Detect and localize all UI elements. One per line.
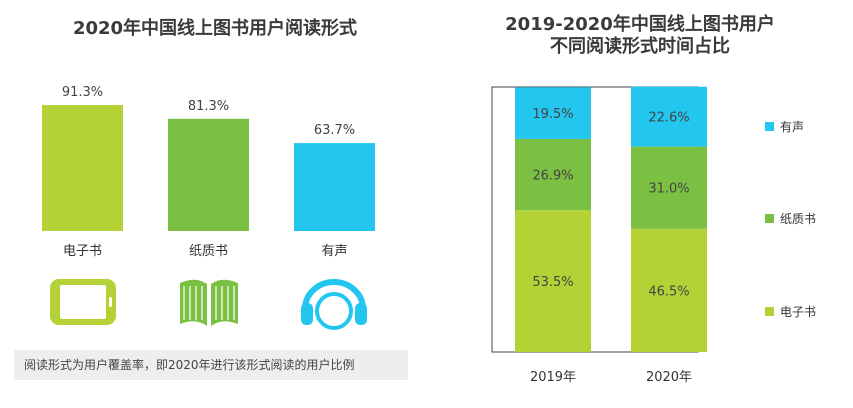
- segment-电子书-1: [515, 210, 591, 352]
- legend-swatch-1: [765, 122, 774, 131]
- headphones-ring: [315, 292, 353, 330]
- category-label-3: 有声: [321, 244, 347, 259]
- bar-value-label-3: 63.7%: [314, 123, 355, 138]
- coverage-bar-chart: 91.3% 电子书 81.3% 纸质书 63.7% 有声: [42, 85, 375, 330]
- headphones-band: [302, 279, 366, 310]
- book-left-page: [180, 279, 207, 326]
- headphones-right-cup: [355, 303, 367, 325]
- x-tick-label-1: 2019年: [530, 370, 576, 385]
- category-label-2: 纸质书: [189, 244, 228, 259]
- x-tick-label-2: 2020年: [646, 370, 692, 385]
- footnote: 阅读形式为用户覆盖率，即2020年进行该形式阅读的用户比例: [14, 350, 408, 380]
- legend-label-1: 有声: [780, 120, 804, 134]
- book-right-page: [211, 279, 238, 326]
- segment-label-1-2: 46.5%: [648, 284, 689, 299]
- left-chart-title: 2020年中国线上图书用户阅读形式: [72, 18, 358, 39]
- tablet-button: [109, 297, 112, 307]
- category-label-1: 电子书: [63, 244, 102, 259]
- legend-swatch-3: [765, 307, 774, 316]
- segment-label-2-2: 31.0%: [648, 182, 689, 197]
- segment-纸质书-2: [631, 146, 707, 229]
- legend-swatch-2: [765, 214, 774, 223]
- tablet-screen: [60, 285, 106, 319]
- segment-label-2-1: 26.9%: [532, 169, 573, 184]
- legend-label-2: 纸质书: [780, 212, 816, 226]
- legend-label-3: 电子书: [780, 305, 816, 319]
- headphones-left-cup: [301, 303, 313, 325]
- bar-value-label-2: 81.3%: [188, 99, 229, 114]
- segment-有声-1: [515, 87, 591, 139]
- stacked-share-chart: 53.5% 26.9% 19.5% 2019年 46.5% 31.0% 22.6% 2020年…: [491, 86, 816, 385]
- right-chart-title-line-2: 不同阅读形式时间占比: [550, 36, 730, 57]
- bar-1: [42, 105, 123, 231]
- segment-有声-2: [631, 86, 707, 147]
- segment-纸质书-1: [515, 138, 591, 211]
- segment-label-3-2: 22.6%: [648, 111, 689, 126]
- right-chart-title-line-1: 2019-2020年中国线上图书用户: [505, 14, 775, 35]
- segment-电子书-2: [631, 228, 707, 352]
- bar-value-label-1: 91.3%: [62, 85, 103, 100]
- tablet-icon: [50, 279, 116, 325]
- segment-label-3-1: 19.5%: [532, 107, 573, 122]
- bar-2: [168, 118, 249, 231]
- segment-label-1-1: 53.5%: [532, 275, 573, 290]
- bar-3: [294, 143, 375, 231]
- headphones-icon: [301, 279, 367, 330]
- right-chart-title: 2019-2020年中国线上图书用户 不同阅读形式时间占比: [470, 14, 810, 58]
- open-book-icon: [180, 279, 238, 326]
